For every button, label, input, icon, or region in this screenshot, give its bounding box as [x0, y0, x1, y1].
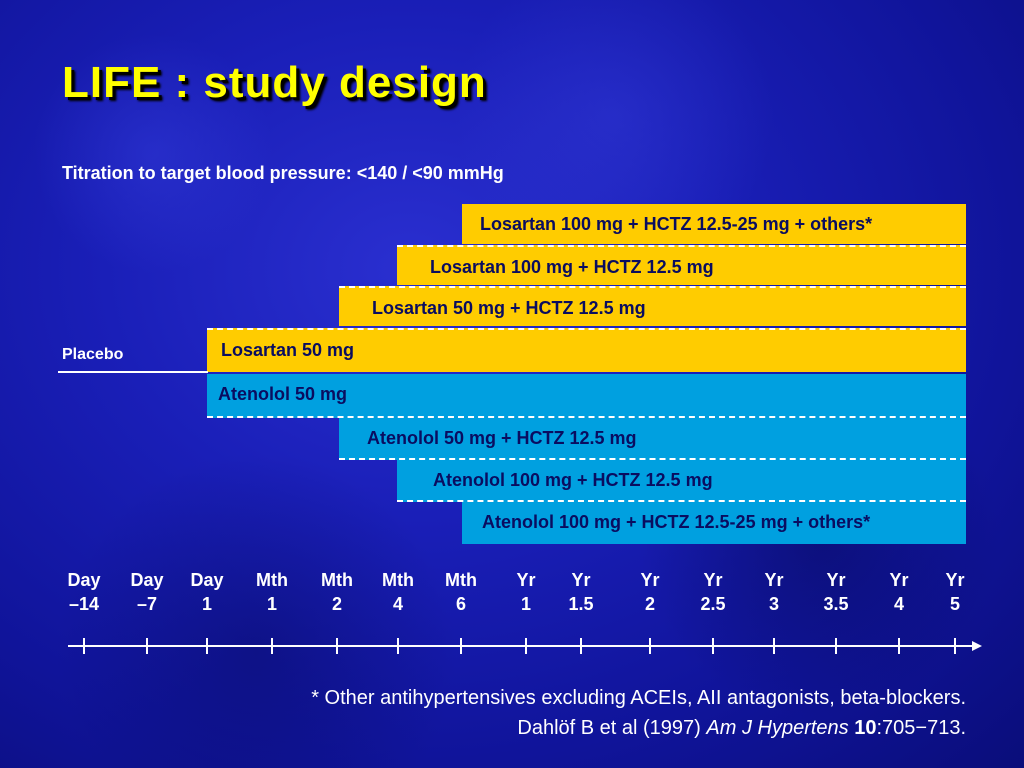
timepoint-unit: Yr [640, 570, 660, 590]
timeline-tick [83, 638, 85, 654]
timepoint-value: –14 [68, 594, 100, 614]
timepoint-unit: Mth [445, 570, 477, 590]
citation-journal: Am J Hypertens [706, 717, 849, 739]
atenolol-step-1-label: Atenolol 50 mg [218, 384, 348, 404]
timepoint-label: Yr 5 [920, 568, 990, 616]
timeline-axis [68, 645, 974, 647]
timepoint-value: 1 [520, 594, 531, 614]
timepoint-value: 3.5 [823, 594, 849, 614]
timepoint-unit: Day [67, 570, 101, 590]
timepoint-unit: Yr [945, 570, 965, 590]
atenolol-step-3-label: Atenolol 100 mg + HCTZ 12.5 mg [433, 470, 713, 490]
timepoint-label: Yr 1 [491, 568, 561, 616]
page-title: LIFE : study design [62, 58, 487, 107]
timeline-tick [580, 638, 582, 654]
atenolol-step-2-label: Atenolol 50 mg + HCTZ 12.5 mg [367, 428, 637, 448]
atenolol-step-4-bar: Atenolol 100 mg + HCTZ 12.5-25 mg + othe… [462, 502, 966, 544]
timeline-arrow-icon [972, 641, 982, 651]
losartan-step-4-bar: Losartan 100 mg + HCTZ 12.5-25 mg + othe… [462, 204, 966, 244]
timepoint-unit: Mth [382, 570, 414, 590]
timeline-tick [146, 638, 148, 654]
timepoint-label: Yr 2 [615, 568, 685, 616]
timepoint-label: Mth 1 [237, 568, 307, 616]
timeline-tick [397, 638, 399, 654]
timepoint-value: 4 [893, 594, 904, 614]
timeline-tick [206, 638, 208, 654]
timepoint-unit: Yr [516, 570, 536, 590]
timepoint-unit: Yr [703, 570, 723, 590]
timepoint-value: 1 [201, 594, 212, 614]
timeline-tick [336, 638, 338, 654]
timepoint-label: Day –14 [49, 568, 119, 616]
timepoint-value: 1.5 [568, 594, 594, 614]
timepoint-value: 5 [949, 594, 960, 614]
timepoint-unit: Yr [826, 570, 846, 590]
timepoint-unit: Mth [256, 570, 288, 590]
timeline-tick [649, 638, 651, 654]
timepoint-unit: Yr [764, 570, 784, 590]
timeline-tick [525, 638, 527, 654]
losartan-step-2-bar: Losartan 50 mg + HCTZ 12.5 mg [339, 286, 966, 326]
placebo-line [58, 371, 208, 373]
losartan-step-3-bar: Losartan 100 mg + HCTZ 12.5 mg [397, 245, 966, 285]
timepoint-label: Day –7 [112, 568, 182, 616]
timeline-tick [271, 638, 273, 654]
timeline-tick [712, 638, 714, 654]
citation-pages: :705−713. [876, 717, 966, 739]
timeline-tick [460, 638, 462, 654]
footnote-line-1: * Other antihypertensives excluding ACEI… [311, 687, 966, 709]
timeline-tick [898, 638, 900, 654]
atenolol-step-1-bar: Atenolol 50 mg [207, 374, 966, 418]
timeline-tick [835, 638, 837, 654]
timepoint-label: Yr 1.5 [546, 568, 616, 616]
timepoint-value: 3 [768, 594, 779, 614]
timepoint-value: 6 [455, 594, 466, 614]
timepoint-label: Day 1 [172, 568, 242, 616]
timepoint-label: Mth 6 [426, 568, 496, 616]
timepoint-value: 4 [392, 594, 403, 614]
timepoint-label: Yr 4 [864, 568, 934, 616]
atenolol-step-3-bar: Atenolol 100 mg + HCTZ 12.5 mg [397, 460, 966, 502]
losartan-step-4-label: Losartan 100 mg + HCTZ 12.5-25 mg + othe… [480, 214, 873, 234]
losartan-step-3-label: Losartan 100 mg + HCTZ 12.5 mg [430, 257, 714, 277]
losartan-step-1-label: Losartan 50 mg [221, 340, 355, 360]
timepoint-label: Yr 3.5 [801, 568, 871, 616]
atenolol-step-4-label: Atenolol 100 mg + HCTZ 12.5-25 mg + othe… [482, 512, 871, 532]
citation-prefix: Dahlöf B et al (1997) [517, 717, 707, 739]
timepoint-value: 1 [266, 594, 277, 614]
timepoint-label: Mth 2 [302, 568, 372, 616]
timepoint-value: –7 [136, 594, 158, 614]
timepoint-unit: Yr [571, 570, 591, 590]
titration-subtitle: Titration to target blood pressure: <140… [62, 163, 504, 183]
footnote: * Other antihypertensives excluding ACEI… [311, 683, 966, 743]
footnote-citation: Dahlöf B et al (1997) Am J Hypertens 10:… [311, 713, 966, 743]
citation-volume: 10 [854, 717, 877, 739]
timepoint-value: 2 [331, 594, 342, 614]
timepoint-unit: Day [190, 570, 224, 590]
timepoint-unit: Day [130, 570, 164, 590]
atenolol-step-2-bar: Atenolol 50 mg + HCTZ 12.5 mg [339, 418, 966, 460]
placebo-label: Placebo [62, 346, 124, 363]
timepoint-value: 2.5 [700, 594, 726, 614]
losartan-step-1-bar: Losartan 50 mg [207, 328, 966, 372]
timepoint-unit: Yr [889, 570, 909, 590]
timepoint-label: Yr 2.5 [678, 568, 748, 616]
timepoint-value: 2 [644, 594, 655, 614]
timepoint-label: Yr 3 [739, 568, 809, 616]
timeline-tick [773, 638, 775, 654]
timepoint-label: Mth 4 [363, 568, 433, 616]
losartan-step-2-label: Losartan 50 mg + HCTZ 12.5 mg [372, 298, 646, 318]
timeline-tick [954, 638, 956, 654]
timepoint-unit: Mth [321, 570, 353, 590]
